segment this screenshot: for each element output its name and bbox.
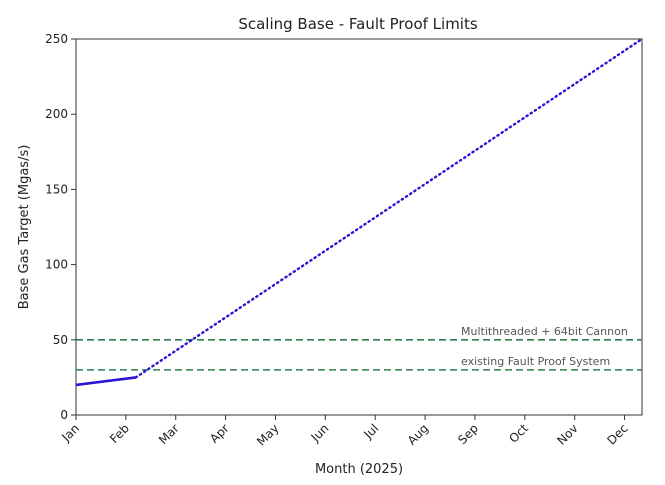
plot-area: [75, 38, 643, 416]
y-tick-label: 50: [53, 333, 68, 347]
x-tick-label: May: [254, 421, 281, 448]
reference-line-label: Multithreaded + 64bit Cannon: [461, 325, 628, 338]
x-axis-ticks: Jan Feb Mar Apr May Jun Jul Aug Sep Oct Nov Dec: [58, 415, 631, 449]
projected-line: [134, 37, 644, 379]
y-tick-label: 100: [45, 258, 68, 272]
reference-line-label: existing Fault Proof System: [461, 355, 610, 368]
x-tick-label: Aug: [405, 421, 431, 447]
x-axis-label: Month (2025): [315, 462, 403, 477]
x-tick-label: Dec: [604, 421, 630, 447]
x-tick-label: Nov: [554, 421, 580, 447]
actual-line: [75, 376, 137, 387]
y-axis-ticks: 0 50 100 150 200 250: [45, 32, 76, 422]
y-tick-label: 0: [60, 408, 68, 422]
reference-lines: [76, 338, 642, 371]
x-tick-label: Feb: [107, 421, 132, 446]
x-tick-label: Jun: [308, 421, 332, 445]
y-tick-label: 150: [45, 182, 68, 196]
y-tick-label: 200: [45, 107, 68, 121]
x-tick-label: Sep: [455, 421, 481, 447]
plot-frame: [75, 38, 643, 416]
chart-title: Scaling Base - Fault Proof Limits: [238, 15, 478, 33]
x-tick-label: Oct: [506, 421, 531, 446]
x-tick-label: Apr: [207, 421, 232, 446]
series-lines: [75, 37, 644, 387]
x-tick-label: Jan: [58, 421, 82, 445]
reference-annotations: Multithreaded + 64bit Cannon existing Fau…: [461, 325, 628, 368]
x-tick-label: Jul: [360, 421, 381, 442]
y-tick-label: 250: [45, 32, 68, 46]
x-tick-label: Mar: [156, 421, 182, 447]
y-axis-label: Base Gas Target (Mgas/s): [17, 145, 32, 310]
